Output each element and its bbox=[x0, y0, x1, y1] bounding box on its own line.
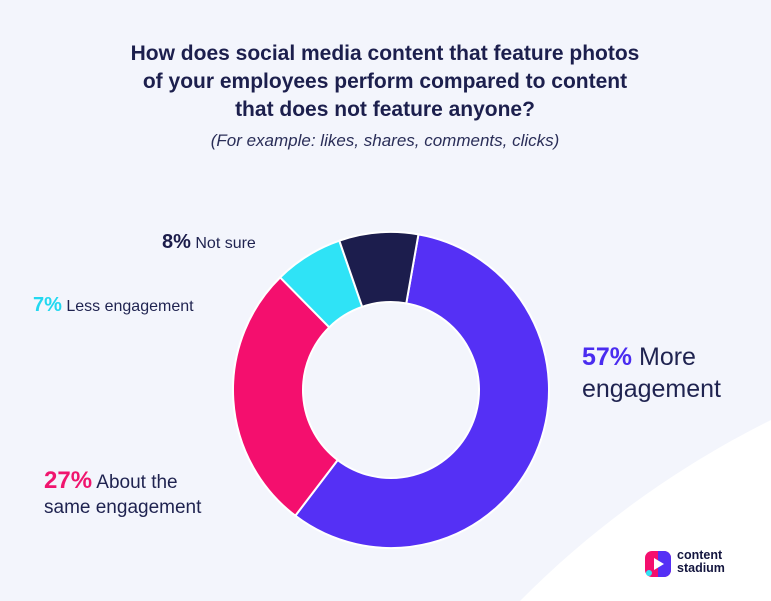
donut-slice-not-sure bbox=[338, 231, 420, 309]
text-same-engagement-2: same engagement bbox=[44, 497, 202, 518]
donut-slice-about-the-same-engagement bbox=[232, 275, 340, 518]
pct-more-engagement: 57% bbox=[582, 343, 633, 371]
pct-less-engagement: 7% bbox=[33, 294, 62, 316]
label-not-sure: 8% Not sure bbox=[162, 231, 256, 255]
text-more-engagement-1: More bbox=[639, 343, 696, 371]
chart-title: How does social media content that featu… bbox=[85, 40, 685, 124]
pct-not-sure: 8% bbox=[162, 231, 191, 253]
title-line-1: How does social media content that featu… bbox=[130, 42, 640, 65]
label-same-engagement: 27% About the same engagement bbox=[44, 468, 201, 520]
text-not-sure: Not sure bbox=[195, 235, 256, 252]
title-line-3: that does not feature anyone? bbox=[235, 98, 535, 121]
text-same-engagement-1: About the bbox=[96, 472, 178, 493]
label-less-engagement: 7% Less engagement bbox=[33, 294, 194, 318]
title-line-2: of your employees perform compared to co… bbox=[142, 70, 628, 93]
logo-text-content: content bbox=[677, 548, 723, 562]
play-logo-icon bbox=[645, 551, 671, 577]
content-stadium-logo: content stadium bbox=[645, 549, 755, 581]
donut-slice-more-engagement bbox=[293, 233, 550, 549]
text-more-engagement-2: engagement bbox=[582, 375, 722, 403]
logo-text-stadium: stadium bbox=[677, 561, 725, 575]
pct-same-engagement: 27% bbox=[44, 467, 93, 494]
label-more-engagement: 57% More engagement bbox=[582, 341, 721, 405]
logo-wordmark: content stadium bbox=[677, 549, 725, 575]
chart-subtitle: (For example: likes, shares, comments, c… bbox=[210, 131, 560, 150]
text-less-engagement: Less engagement bbox=[66, 298, 194, 315]
